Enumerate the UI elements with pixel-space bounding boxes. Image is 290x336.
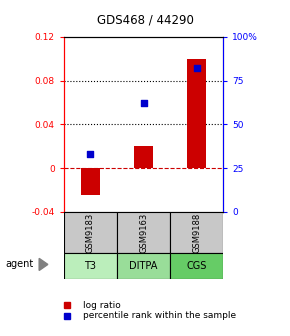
Text: GSM9163: GSM9163 [139, 212, 148, 253]
Bar [134, 146, 153, 168]
Bar [187, 59, 206, 168]
Text: percentile rank within the sample: percentile rank within the sample [83, 311, 236, 320]
Text: T3: T3 [84, 261, 96, 271]
Text: agent: agent [6, 259, 34, 269]
Bar [170, 212, 223, 253]
Point [194, 66, 199, 71]
Text: GSM9183: GSM9183 [86, 212, 95, 253]
Text: GSM9188: GSM9188 [192, 212, 201, 253]
Bar [170, 253, 223, 279]
Text: log ratio: log ratio [83, 301, 120, 309]
Bar [117, 212, 170, 253]
Bar [64, 212, 117, 253]
Bar [117, 253, 170, 279]
Text: DITPA: DITPA [129, 261, 158, 271]
Text: CGS: CGS [186, 261, 207, 271]
Bar [64, 313, 70, 319]
Bar [64, 253, 117, 279]
Point [141, 101, 146, 106]
Bar [64, 302, 70, 308]
Polygon shape [39, 258, 48, 270]
Point [88, 151, 93, 157]
Bar [81, 168, 100, 195]
Text: GDS468 / 44290: GDS468 / 44290 [97, 13, 193, 26]
